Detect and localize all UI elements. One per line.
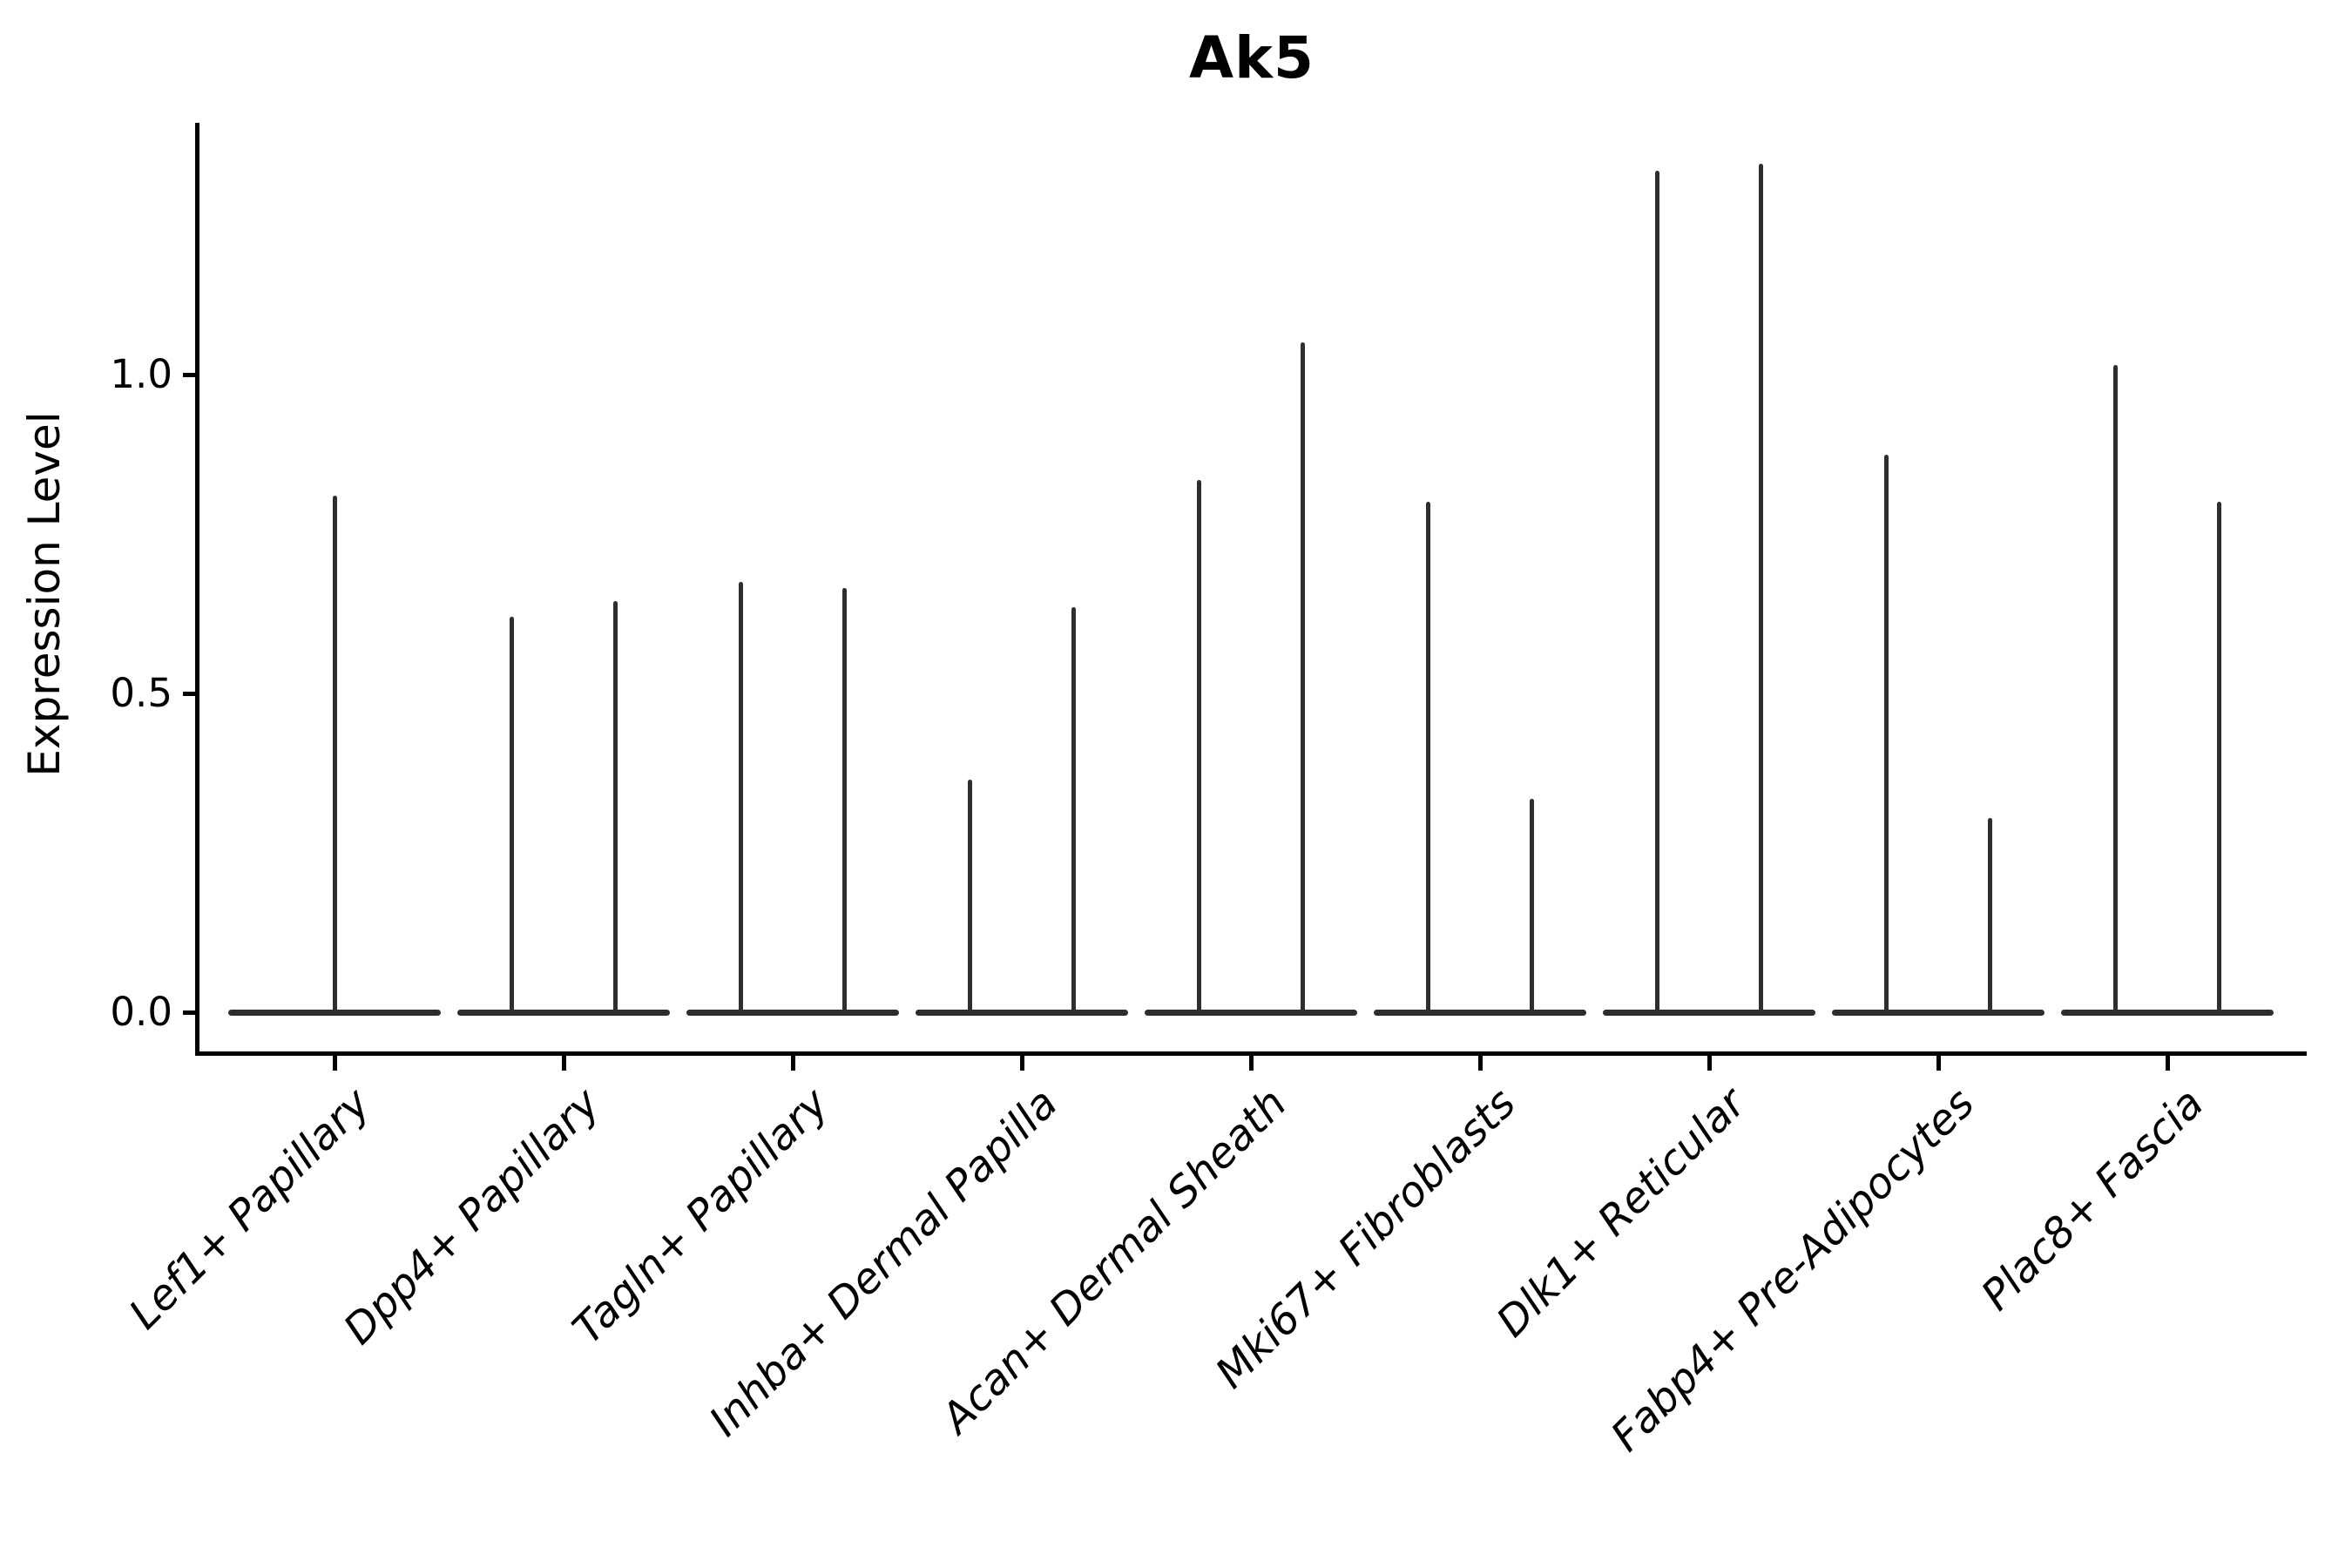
- violin-spike: [739, 581, 743, 1012]
- x-tick-mark: [1020, 1056, 1024, 1071]
- x-tick-mark: [1707, 1056, 1712, 1071]
- violin-body: [1832, 1009, 2044, 1016]
- violin-body: [228, 1009, 441, 1016]
- x-tick-mark: [791, 1056, 795, 1071]
- y-tick-mark: [183, 373, 196, 377]
- x-tick-label: Dlk1+ Reticular: [1486, 1078, 1755, 1347]
- x-tick-mark: [333, 1056, 337, 1071]
- violin-spike: [2113, 365, 2118, 1012]
- y-axis-spine: [195, 123, 199, 1056]
- violin-body: [1374, 1009, 1586, 1016]
- violin-body: [686, 1009, 899, 1016]
- violin-body: [2061, 1009, 2274, 1016]
- violin-body: [1603, 1009, 1815, 1016]
- violin-spike: [2217, 502, 2221, 1012]
- violin-spike: [1530, 798, 1534, 1012]
- violin-spike: [510, 617, 514, 1012]
- violin-body: [1145, 1009, 1357, 1016]
- violin-spike: [1884, 454, 1889, 1012]
- violin-spike: [613, 600, 618, 1012]
- y-tick-mark: [183, 692, 196, 696]
- y-tick-mark: [183, 1010, 196, 1015]
- violin-body: [916, 1009, 1128, 1016]
- violin-spike: [1988, 817, 1992, 1012]
- x-tick-mark: [1478, 1056, 1483, 1071]
- violin-spike: [332, 496, 337, 1012]
- violin-spike: [1071, 607, 1076, 1012]
- x-tick-label: Plac8+ Fascia: [1971, 1078, 2213, 1321]
- x-tick-mark: [562, 1056, 566, 1071]
- x-tick-label: Fabp4+ Pre-Adipocytes: [1601, 1078, 1984, 1462]
- chart-title: Ak5: [1189, 24, 1315, 91]
- y-tick-label: 0.5: [110, 670, 172, 716]
- x-axis-spine: [195, 1051, 2307, 1056]
- violin-spike: [1655, 170, 1659, 1012]
- x-tick-label: Dpp4+ Papillary: [334, 1078, 610, 1355]
- violin-spike: [1197, 479, 1201, 1012]
- y-tick-label: 0.0: [110, 989, 172, 1035]
- violin-spike: [968, 779, 972, 1012]
- x-tick-label: Lef1+ Papillary: [120, 1078, 381, 1339]
- x-tick-mark: [1936, 1056, 1941, 1071]
- x-tick-mark: [1249, 1056, 1254, 1071]
- violin-spike: [1426, 502, 1430, 1012]
- x-tick-mark: [2166, 1056, 2170, 1071]
- violin-spike: [842, 588, 847, 1012]
- violin-spike: [1301, 342, 1305, 1012]
- x-tick-label: Tagln+ Papillary: [563, 1078, 839, 1354]
- y-tick-label: 1.0: [110, 351, 172, 397]
- violin-body: [457, 1009, 670, 1016]
- violin-spike: [1759, 164, 1763, 1012]
